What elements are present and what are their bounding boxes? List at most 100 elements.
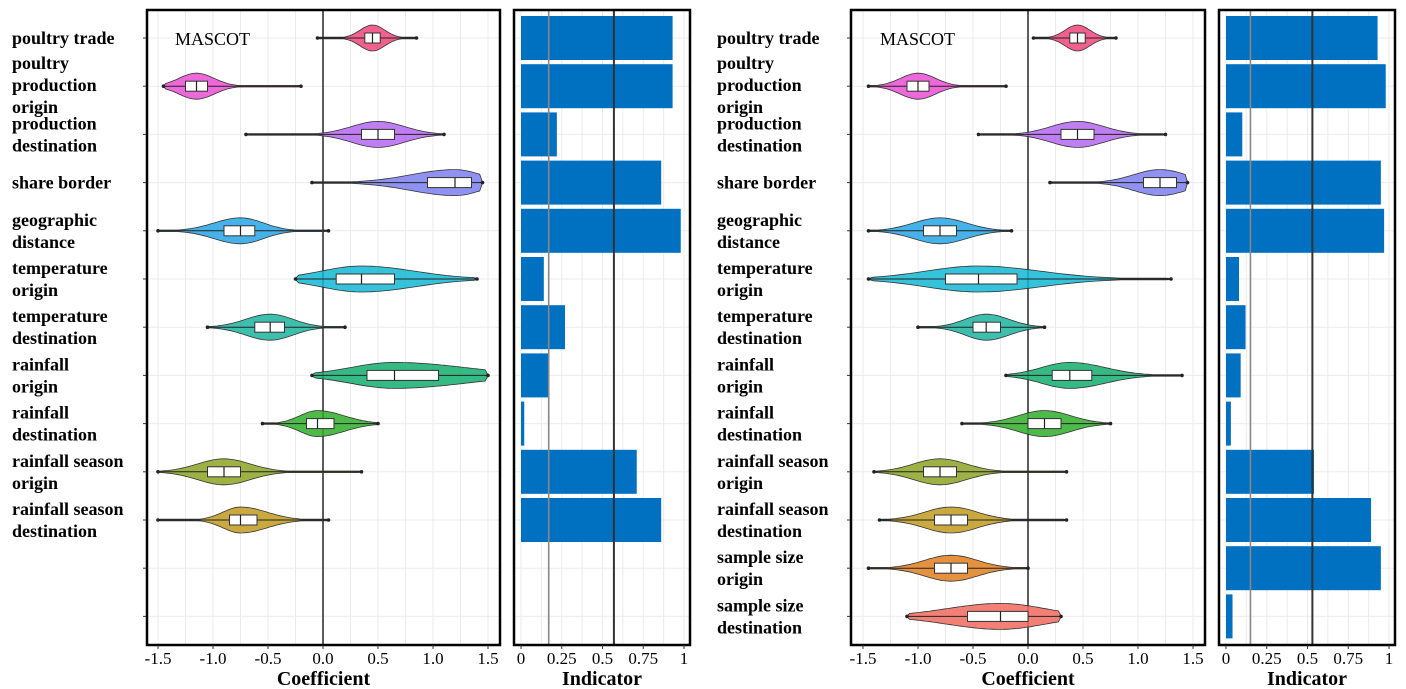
x-tick-label: 0.5 [1297, 649, 1318, 668]
violin-4 [866, 217, 1014, 245]
violin-7 [310, 362, 490, 389]
outlier-point [1004, 84, 1008, 88]
outlier-point [866, 277, 871, 281]
box-iqr [306, 418, 335, 430]
box-iqr [945, 273, 1018, 285]
category-label: rainfall [12, 403, 69, 423]
outlier-point [156, 518, 160, 522]
indicator-bar [1226, 594, 1233, 639]
panel-annotation: MASCOT [175, 29, 250, 49]
indicator-bar [1226, 208, 1385, 253]
x-axis-title: Indicator [562, 668, 642, 689]
category-label: destination [12, 135, 97, 155]
outlier-point [916, 325, 920, 330]
outlier-point [1064, 518, 1069, 522]
category-label: poultry trade [12, 28, 115, 48]
x-tick-label: 1 [680, 649, 689, 668]
box-iqr [366, 369, 439, 381]
x-tick-label: 0 [1222, 649, 1231, 668]
violin-2 [976, 120, 1168, 148]
indicator-bar [521, 401, 525, 446]
outlier-point [486, 373, 490, 378]
outlier-point [1180, 373, 1184, 378]
category-label: temperature [717, 306, 813, 326]
indicator-bar [1226, 353, 1241, 398]
indicator-bar [1226, 449, 1315, 494]
indicator-bar [521, 208, 681, 253]
x-tick-label: 0.5 [367, 649, 388, 668]
violin-8 [260, 410, 380, 437]
x-axis-title: Coefficient [277, 668, 371, 689]
category-label: origin [717, 473, 763, 493]
x-tick-label: 0.75 [1333, 649, 1363, 668]
outlier-point [877, 518, 882, 522]
violin-1 [866, 72, 1008, 100]
violin-11 [866, 554, 1030, 582]
x-tick-label: -1.5 [145, 649, 172, 668]
outlier-point [1064, 470, 1069, 474]
category-label: poultry [12, 53, 69, 73]
category-label: rainfall [717, 403, 774, 423]
violin-8 [960, 410, 1113, 437]
category-label: origin [12, 376, 58, 396]
category-label: destination [12, 425, 97, 445]
x-tick-label: 0.5 [592, 649, 613, 668]
panel-annotation: MASCOT [880, 29, 955, 49]
outlier-point [414, 36, 419, 40]
outlier-point [359, 470, 364, 474]
category-label: share border [717, 173, 816, 193]
outlier-point [1108, 421, 1113, 426]
category-label: poultry [717, 53, 774, 73]
outlier-point [315, 36, 320, 40]
violin-panel-right: -1.5 -1.0 -0.5 0.0 0.5 1.0 1.5 Coefficient MASCO… [717, 8, 1207, 689]
category-label: destination [717, 328, 802, 348]
category-label: destination [717, 521, 802, 541]
outlier-point [1031, 36, 1036, 40]
category-label: rainfall [12, 354, 69, 374]
violin-3 [1048, 169, 1190, 196]
outlier-point [161, 84, 166, 88]
category-label: production [717, 113, 802, 133]
outlier-point [976, 132, 981, 137]
category-label: origin [717, 97, 763, 117]
category-label: origin [12, 473, 58, 493]
violin-9 [872, 458, 1069, 486]
category-label: temperature [717, 258, 813, 278]
category-label: production [12, 75, 97, 95]
category-label: destination [717, 617, 802, 637]
x-tick-label: 1.5 [1182, 649, 1203, 668]
violin-10 [156, 506, 331, 534]
category-label: share border [12, 173, 111, 193]
box-iqr [427, 177, 472, 189]
category-label: sample size [717, 547, 803, 567]
category-label: destination [12, 521, 97, 541]
outlier-point [475, 277, 479, 281]
violin-12 [905, 603, 1063, 630]
violin-2 [244, 120, 446, 148]
violin-0 [315, 24, 419, 52]
indicator-bar [521, 160, 662, 205]
indicator-bar [521, 112, 557, 157]
category-label: geographic [717, 210, 802, 230]
indicator-bar [521, 16, 673, 60]
x-tick-label: 0.5 [1072, 649, 1093, 668]
indicator-panel-right: 0 0.25 0.5 0.75 1 Indicator [1217, 8, 1397, 689]
outlier-point [343, 325, 347, 330]
outlier-point [905, 614, 909, 619]
outlier-point [866, 229, 871, 233]
indicator-bar [1226, 16, 1378, 60]
violin-10 [877, 506, 1069, 534]
x-axis-title: Coefficient [981, 668, 1075, 689]
category-label: poultry trade [717, 28, 820, 48]
x-tick-label: 0.25 [1252, 649, 1282, 668]
indicator-bar [1226, 112, 1243, 157]
outlier-point [1048, 180, 1052, 185]
outlier-point [1163, 132, 1168, 137]
box-iqr [229, 514, 258, 526]
category-label: production [12, 113, 97, 133]
category-label: origin [12, 97, 58, 117]
x-tick-label: 1.0 [1127, 649, 1148, 668]
x-tick-label: 1.5 [477, 649, 498, 668]
outlier-point [293, 277, 298, 281]
